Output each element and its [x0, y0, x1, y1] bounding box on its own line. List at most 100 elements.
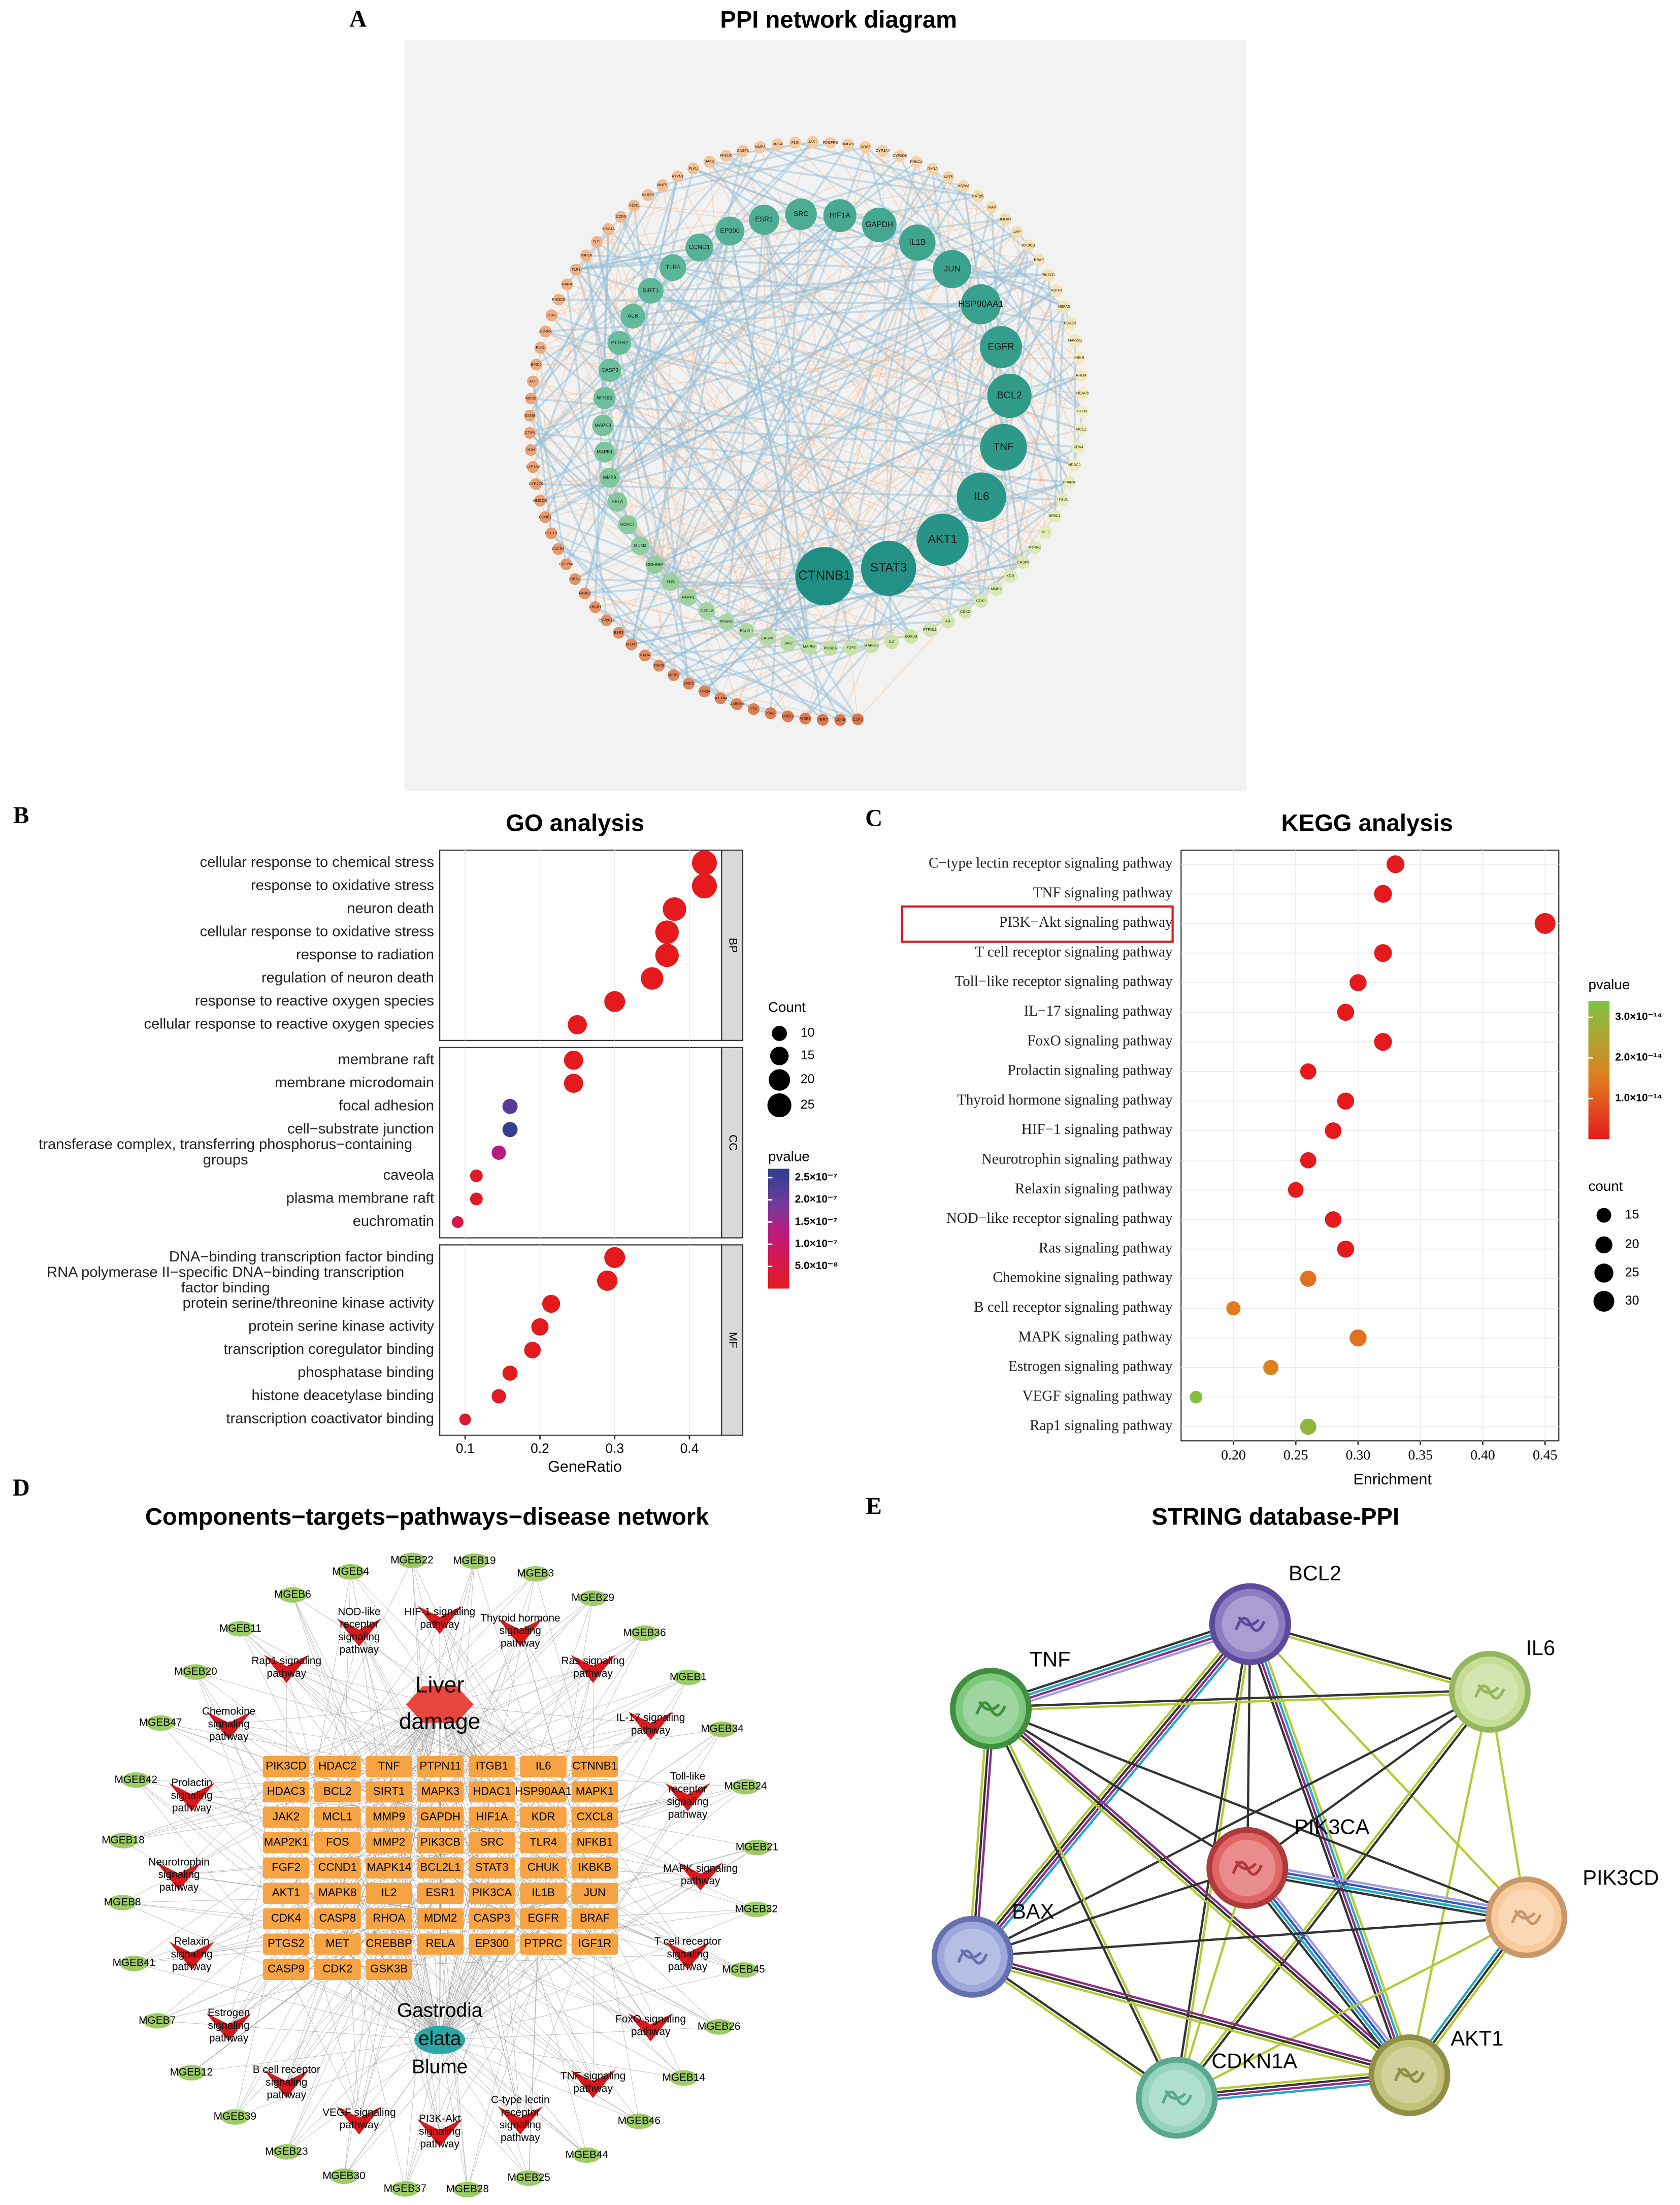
- y-tick-label: VEGF signaling pathway: [1023, 1388, 1173, 1404]
- node-label: HDAC6: [1076, 391, 1089, 396]
- node: [715, 216, 745, 246]
- node: [816, 714, 829, 726]
- edge: [972, 1916, 1527, 1958]
- node: [747, 703, 760, 716]
- edge: [286, 1817, 441, 2152]
- target-label: EGFR: [528, 1911, 559, 1924]
- node-label: MAPK14: [865, 643, 879, 647]
- node-label: ACE: [529, 379, 537, 383]
- edge: [286, 1704, 440, 1868]
- y-tick-label: cell−substrate junction: [287, 1121, 434, 1137]
- node-label: RARA: [562, 282, 572, 286]
- node-label: BCL2: [997, 390, 1022, 401]
- edge: [753, 147, 866, 709]
- node: [703, 155, 716, 168]
- edge: [973, 1624, 1253, 1959]
- node-label: ESR2: [614, 630, 623, 635]
- edge: [439, 1704, 595, 1919]
- node: [1039, 526, 1052, 539]
- compound-node: [108, 1895, 137, 1910]
- node-label: PPARG: [720, 620, 733, 624]
- target-label: STAT3: [475, 1861, 509, 1873]
- dot: [1337, 1092, 1355, 1110]
- edge: [530, 303, 981, 434]
- y-tick-label: response to radiation: [296, 947, 434, 963]
- edge: [286, 1704, 440, 2083]
- edge: [942, 196, 979, 540]
- node-label: JAK2: [784, 641, 793, 645]
- facet-label: BP: [727, 938, 739, 953]
- compound-label: MGEB36: [623, 1627, 666, 1638]
- edge: [604, 161, 917, 399]
- edge: [989, 1618, 1249, 1705]
- target-node: [366, 1959, 412, 1981]
- target-label: JUN: [584, 1886, 606, 1899]
- edge: [627, 524, 672, 583]
- target-node: [262, 1781, 310, 1803]
- compound-label: MGEB7: [139, 2015, 176, 2026]
- y-tick-label: transcription coregulator binding: [224, 1341, 434, 1357]
- node: [862, 207, 897, 242]
- node: [656, 179, 669, 191]
- target-label: KDR: [532, 1810, 555, 1823]
- node-label: HDAC2: [1068, 462, 1080, 467]
- edge: [977, 196, 1079, 447]
- node-label: JAK1: [808, 140, 817, 144]
- node-label: XIAP: [987, 205, 996, 209]
- pathway-label: Toll-like receptor signaling pathway: [667, 1770, 708, 1820]
- pathway-label: PI3K-Akt signaling pathway: [419, 2113, 460, 2150]
- pathway-label: NOD-like receptor signaling pathway: [338, 1606, 380, 1656]
- node: [618, 515, 638, 535]
- node-label: NLRP3: [642, 192, 654, 197]
- edge: [595, 1729, 722, 1818]
- compound-node: [146, 1715, 175, 1731]
- edge: [439, 1909, 756, 2040]
- edge: [530, 184, 664, 399]
- node: [552, 543, 565, 555]
- node: [801, 639, 817, 655]
- edge: [972, 1867, 1248, 1958]
- node: [985, 201, 998, 214]
- node: [594, 441, 615, 463]
- edge: [725, 224, 880, 623]
- target-node: [520, 1857, 567, 1879]
- edge: [764, 219, 768, 638]
- edge: [597, 142, 796, 243]
- facet-panel: [439, 849, 722, 1041]
- node: [1068, 458, 1081, 472]
- herb-label: Gastrodia elata Blume: [397, 2000, 483, 2078]
- protein-label: PIK3CA: [1294, 1815, 1369, 1839]
- target-label: CREBBP: [366, 1937, 412, 1950]
- target-label: MAPK14: [367, 1861, 411, 1873]
- edge: [439, 1704, 595, 1894]
- node: [910, 155, 923, 168]
- edge: [439, 1943, 544, 2040]
- dot: [1288, 1182, 1304, 1198]
- protein-structure: [1511, 1909, 1542, 1925]
- edge: [650, 274, 1048, 292]
- compound-label: MGEB25: [507, 2172, 550, 2184]
- edge: [440, 1667, 594, 1792]
- target-label: MMP9: [373, 1810, 405, 1823]
- compound-label: MGEB34: [701, 1723, 743, 1735]
- node-label: KAT5: [944, 175, 952, 179]
- pathway-node: [498, 1618, 543, 1647]
- colorbar-label: 2.0×10⁻¹⁴: [1615, 1052, 1662, 1063]
- target-label: MAP2K1: [264, 1835, 309, 1848]
- node: [545, 309, 558, 321]
- node-label: DRD2: [684, 681, 694, 686]
- compound-label: MGEB14: [662, 2071, 705, 2083]
- target-node: [314, 1806, 361, 1828]
- edge: [286, 1893, 440, 2040]
- node: [530, 359, 542, 371]
- edge: [609, 477, 810, 648]
- edge: [730, 231, 1004, 448]
- edge: [286, 1792, 440, 2040]
- node-label: PLK1: [536, 345, 545, 350]
- dot: [1374, 1033, 1392, 1051]
- edge: [337, 1969, 530, 2179]
- pathway-label: Chemokine signaling pathway: [202, 1705, 255, 1742]
- node-label: CASP8: [761, 636, 773, 640]
- pathway-node: [417, 1606, 463, 1634]
- edge: [439, 1817, 492, 2040]
